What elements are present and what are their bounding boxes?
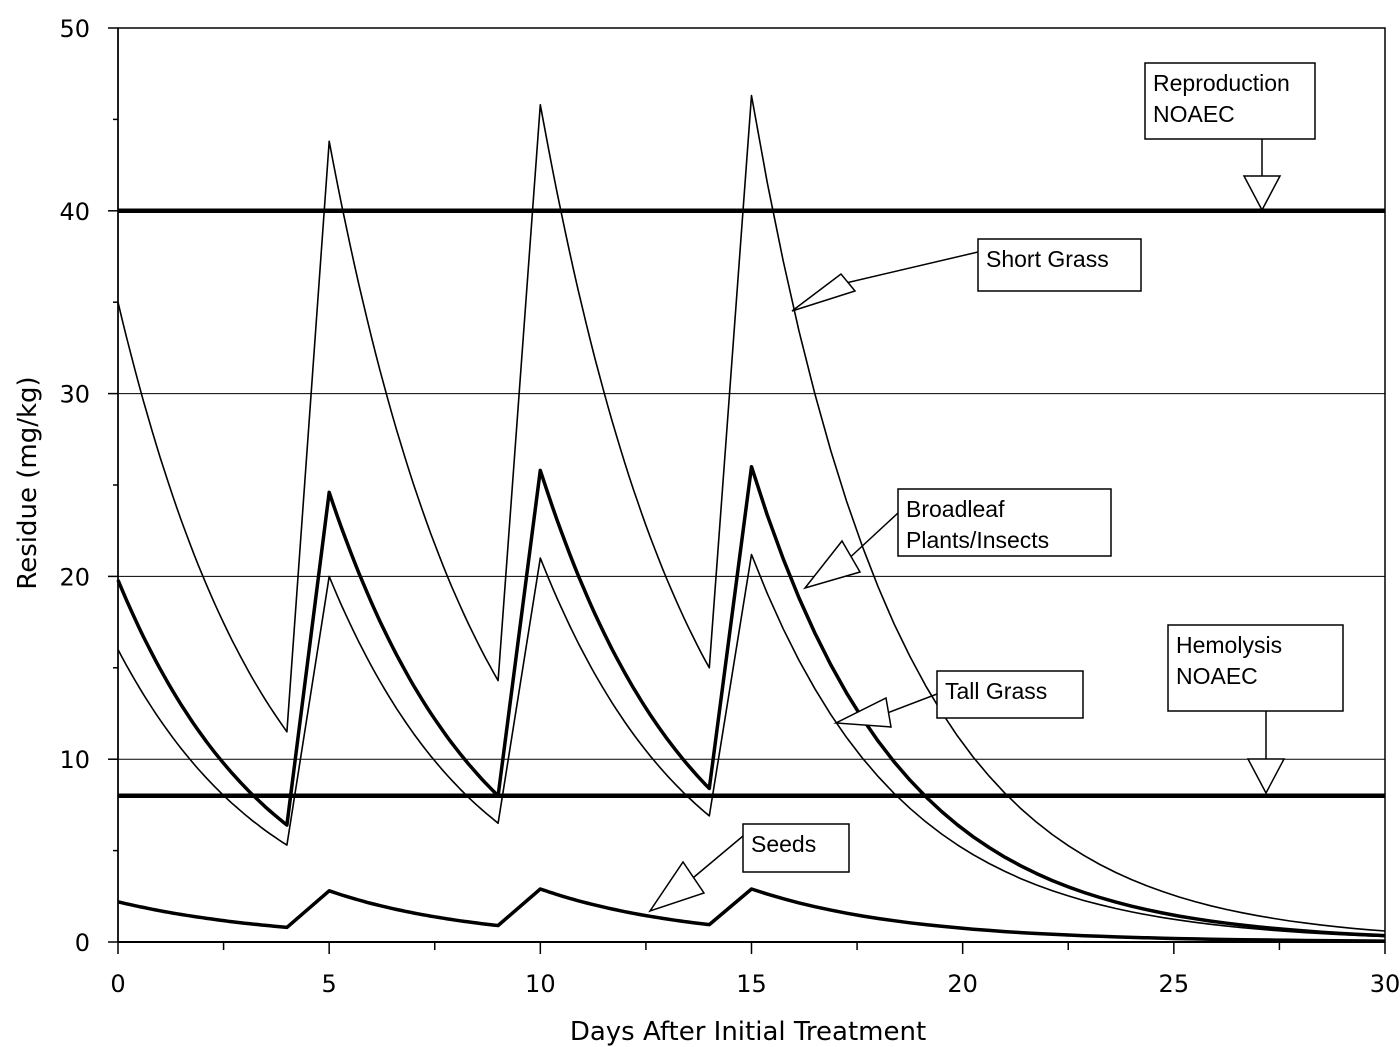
y-tick-label: 10 — [59, 746, 90, 774]
callout-arrow-head — [791, 272, 857, 312]
x-tick-label: 30 — [1370, 970, 1400, 998]
callout-label: Tall Grass — [945, 678, 1047, 704]
callout-label: Broadleaf — [906, 496, 1005, 522]
callout-arrow-stem — [850, 512, 899, 558]
x-tick-label: 10 — [525, 970, 556, 998]
series-line-tall-grass — [117, 553, 1386, 938]
callout-box — [742, 823, 850, 873]
y-axis-title: Residue (mg/kg) — [13, 376, 43, 589]
callout-arrow-stem — [693, 835, 744, 879]
y-tick-label: 30 — [59, 381, 90, 409]
callout-reproduction-noaec: Reproduction NOAEC — [1144, 62, 1316, 212]
callout-label: Plants/Insects — [906, 527, 1049, 553]
y-tick-label: 50 — [59, 15, 90, 43]
plot-frame — [117, 27, 1386, 943]
series-line-seeds — [117, 887, 1386, 943]
x-tick-label: 15 — [736, 970, 767, 998]
axes-layer: 0 5 10 15 20 25 30 0 10 20 30 40 50 — [59, 15, 1400, 998]
threshold-layer — [118, 208, 1385, 799]
callout-short-grass: Short Grass — [791, 238, 1142, 312]
callout-arrow-head — [1246, 758, 1286, 795]
y-tick-label: 0 — [75, 929, 90, 957]
callout-tall-grass: Tall Grass — [833, 670, 1084, 728]
x-tick-label: 0 — [110, 970, 125, 998]
callout-box — [1144, 62, 1316, 140]
callout-label: NOAEC — [1176, 663, 1258, 689]
x-axis-title: Days After Initial Treatment — [570, 1017, 926, 1047]
callout-label: Reproduction — [1153, 70, 1290, 96]
callout-arrow-head — [802, 539, 862, 590]
callout-box — [977, 238, 1142, 292]
x-tick-label: 20 — [947, 970, 978, 998]
callout-arrow-head — [833, 696, 892, 728]
x-tick-label: 25 — [1159, 970, 1190, 998]
y-tick-label: 20 — [59, 563, 90, 591]
y-tick-label: 40 — [59, 198, 90, 226]
series-line-broadleaf-plants-insects — [116, 464, 1386, 938]
series-layer — [116, 94, 1386, 943]
callout-arrow-stem — [847, 251, 979, 284]
callout-arrow-stem — [888, 693, 938, 714]
callout-box — [897, 488, 1112, 557]
grid-layer — [117, 27, 1386, 943]
callout-label: Short Grass — [986, 246, 1109, 272]
callout-hemolysis-noaec: Hemolysis NOAEC — [1167, 624, 1344, 795]
callout-label: Hemolysis — [1176, 632, 1282, 658]
callout-box — [936, 670, 1084, 719]
callout-label: NOAEC — [1153, 101, 1235, 127]
callout-box — [1167, 624, 1344, 712]
callout-broadleaf-plants-insects: Broadleaf Plants/Insects — [802, 488, 1112, 590]
callout-layer: Reproduction NOAEC Short Grass Broadleaf Pla… — [648, 62, 1344, 913]
callout-label: Seeds — [751, 831, 816, 857]
callout-arrow-head — [1242, 175, 1282, 212]
callout-seeds: Seeds — [648, 823, 850, 913]
callout-arrow-head — [648, 860, 706, 913]
series-line-short-grass — [117, 94, 1386, 932]
x-tick-label: 5 — [322, 970, 337, 998]
